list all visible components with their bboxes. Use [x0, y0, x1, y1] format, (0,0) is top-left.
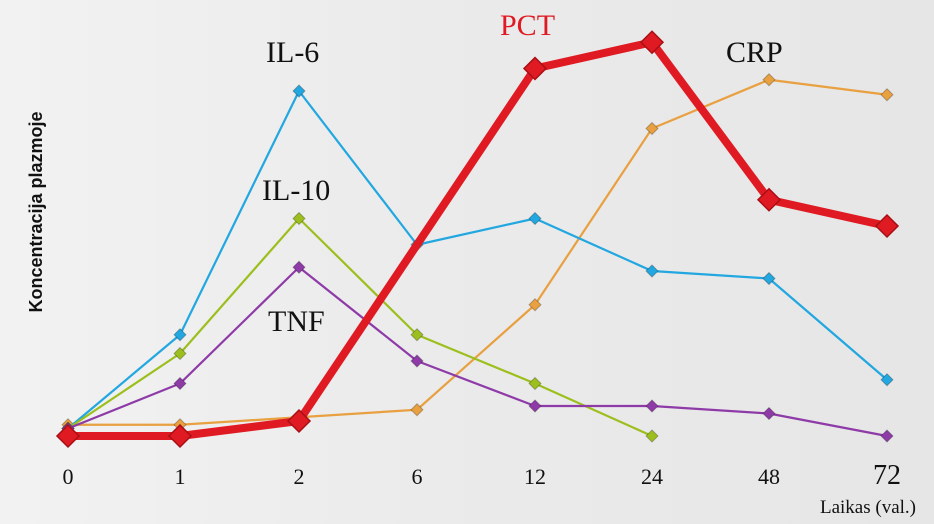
x-tick-48: 48	[758, 464, 780, 489]
series-line-il10	[66, 217, 654, 438]
point-tnf-6	[410, 354, 424, 368]
point-il10-2	[292, 211, 306, 226]
point-pct-1	[167, 423, 193, 449]
point-il6-48	[762, 271, 776, 286]
point-il10-24	[645, 429, 659, 443]
point-il6-2	[292, 84, 306, 98]
point-crp-48	[762, 73, 776, 87]
point-il10-6	[410, 328, 424, 342]
series-tnf	[61, 260, 894, 443]
x-tick-12: 12	[524, 464, 546, 489]
series-label-tnf: TNF	[268, 305, 325, 338]
series-line-pct	[64, 38, 891, 440]
series-line-crp	[66, 78, 889, 426]
point-crp-12	[528, 298, 542, 312]
point-il10-12	[528, 376, 542, 391]
point-crp-72	[880, 88, 894, 102]
point-pct-72	[874, 213, 900, 239]
series-label-il10: IL-10	[262, 174, 330, 207]
y-axis-label: Koncentracija plazmoje	[26, 111, 46, 312]
point-tnf-2	[292, 260, 306, 274]
series-label-il6: IL-6	[266, 36, 319, 69]
point-il6-72	[880, 373, 894, 387]
series-layer	[55, 30, 900, 449]
x-tick-6: 6	[412, 464, 423, 489]
x-axis-label: Laikas (val.)	[820, 497, 916, 518]
x-tick-72: 72	[873, 460, 901, 491]
point-tnf-72	[880, 429, 894, 443]
point-pct-0	[55, 423, 81, 449]
point-il6-24	[645, 264, 659, 278]
x-axis-ticks: 0 1 2 6 12 24 48 72	[63, 460, 902, 491]
series-line-tnf	[66, 266, 889, 438]
point-il10-1	[173, 346, 187, 361]
x-tick-0: 0	[63, 464, 74, 489]
x-tick-1: 1	[175, 464, 186, 489]
point-il6-1	[173, 328, 187, 342]
point-tnf-24	[645, 399, 659, 413]
point-pct-2	[286, 408, 312, 434]
series-line-il6	[66, 89, 889, 430]
series-label-crp: CRP	[726, 36, 783, 69]
point-pct-48	[756, 187, 782, 212]
series-label-pct: PCT	[500, 9, 555, 42]
point-tnf-1	[173, 376, 187, 391]
point-pct-12	[522, 56, 548, 81]
point-crp-6	[410, 403, 424, 417]
x-tick-2: 2	[294, 464, 305, 489]
series-il6	[61, 84, 894, 436]
point-tnf-48	[762, 406, 776, 421]
x-tick-24: 24	[641, 464, 663, 489]
point-il6-12	[528, 211, 542, 226]
point-crp-24	[645, 121, 659, 136]
point-tnf-12	[528, 399, 542, 413]
series-pct	[55, 30, 900, 449]
point-pct-24	[639, 30, 665, 55]
